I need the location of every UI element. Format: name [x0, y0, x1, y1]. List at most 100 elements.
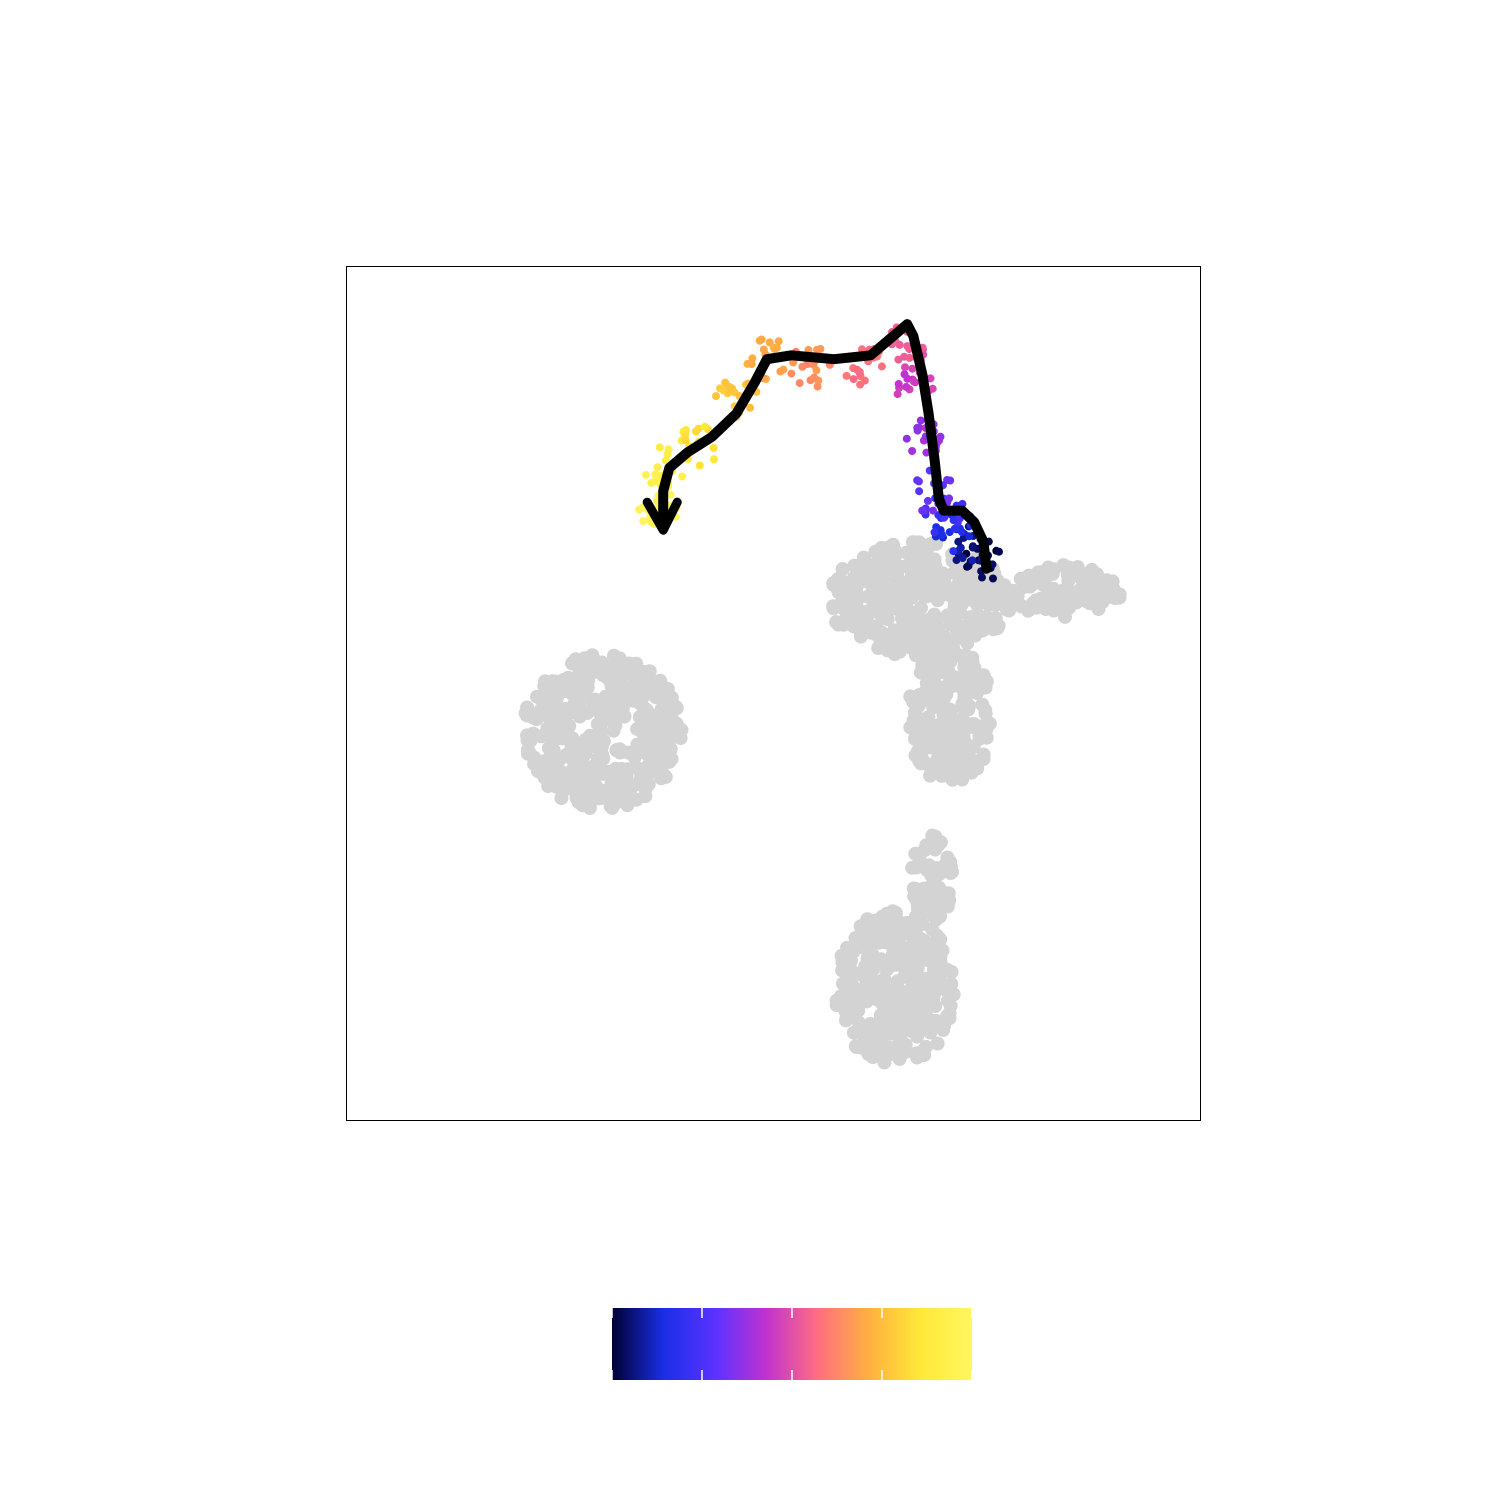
- background-point: [664, 752, 679, 767]
- highlighted-point: [694, 424, 703, 433]
- highlighted-point: [650, 477, 659, 486]
- background-point: [876, 550, 891, 565]
- background-point: [586, 699, 601, 714]
- background-point: [593, 765, 608, 779]
- background-point: [604, 774, 619, 789]
- background-point: [630, 737, 645, 752]
- background-point: [580, 680, 595, 695]
- background-point: [888, 580, 903, 595]
- background-point: [622, 656, 637, 671]
- highlighted-point: [813, 382, 822, 391]
- background-point: [616, 679, 631, 694]
- highlighted-point: [914, 477, 923, 486]
- background-point: [911, 1017, 926, 1032]
- background-point: [975, 623, 990, 638]
- background-point: [575, 798, 590, 813]
- background-point: [1104, 586, 1119, 601]
- background-point: [526, 726, 541, 741]
- background-point: [920, 838, 935, 853]
- highlighted-point: [666, 490, 675, 499]
- background-point: [549, 763, 564, 778]
- background-point: [873, 1031, 888, 1046]
- highlighted-point: [901, 363, 909, 372]
- background-point: [965, 593, 980, 608]
- background-point: [656, 699, 671, 714]
- highlighted-point: [810, 373, 819, 382]
- highlighted-point: [776, 367, 785, 376]
- highlighted-point: [895, 340, 904, 349]
- highlighted-point: [860, 376, 869, 385]
- background-point: [840, 608, 855, 623]
- background-point: [958, 716, 973, 730]
- highlighted-point: [923, 496, 932, 505]
- background-point: [925, 889, 940, 904]
- background-point: [924, 942, 939, 956]
- highlighted-point: [930, 528, 939, 537]
- background-point: [662, 714, 677, 729]
- background-point: [858, 959, 873, 974]
- background-point: [839, 1013, 853, 1028]
- background-point: [829, 615, 844, 630]
- background-point: [855, 566, 870, 581]
- trajectory-layer: [642, 319, 992, 574]
- background-point: [557, 679, 572, 694]
- background-point: [898, 1037, 913, 1052]
- background-points: [518, 535, 1127, 1070]
- highlighted-point: [709, 444, 718, 452]
- colorbar: [611, 1308, 973, 1380]
- background-point: [1034, 565, 1049, 580]
- highlighted-point: [893, 390, 902, 399]
- background-point: [950, 603, 965, 618]
- background-point: [848, 931, 863, 945]
- highlighted-point: [902, 382, 911, 391]
- background-point: [898, 963, 913, 978]
- background-point: [912, 754, 927, 769]
- background-point: [985, 592, 1000, 607]
- background-point: [840, 961, 854, 976]
- background-point: [832, 994, 847, 1008]
- background-point: [914, 983, 929, 998]
- background-point: [919, 676, 934, 691]
- background-point: [913, 731, 928, 746]
- highlighted-point: [787, 369, 796, 378]
- background-point: [877, 916, 892, 930]
- highlighted-point: [916, 416, 925, 425]
- background-point: [896, 622, 911, 637]
- background-point: [551, 731, 566, 745]
- colorbar-gradient: [612, 1308, 972, 1380]
- background-point: [924, 1013, 939, 1028]
- highlighted-point: [952, 556, 961, 565]
- background-point: [940, 610, 955, 625]
- background-point: [609, 762, 624, 777]
- highlighted-point: [915, 487, 924, 496]
- background-point: [895, 633, 910, 648]
- highlighted-point: [903, 374, 912, 383]
- background-point: [1045, 566, 1060, 581]
- background-point: [930, 1036, 945, 1051]
- highlighted-point: [905, 353, 914, 362]
- background-point: [830, 572, 845, 587]
- background-point: [922, 612, 937, 627]
- background-point: [518, 706, 533, 721]
- background-point: [963, 682, 978, 697]
- background-point: [987, 614, 1002, 629]
- background-point: [950, 589, 965, 604]
- background-point: [590, 785, 605, 800]
- background-point: [923, 1025, 938, 1040]
- background-point: [910, 960, 925, 975]
- highlighted-point: [770, 344, 779, 353]
- highlighted-point: [842, 371, 851, 380]
- background-point: [975, 697, 990, 712]
- background-point: [926, 991, 941, 1006]
- highlighted-point: [958, 554, 967, 563]
- plot-frame: [346, 266, 1201, 1121]
- highlighted-point: [813, 345, 821, 354]
- highlighted-point: [995, 547, 1003, 556]
- background-point: [917, 1048, 932, 1063]
- background-point: [944, 965, 959, 979]
- background-point: [610, 742, 625, 757]
- highlighted-point: [653, 463, 662, 472]
- highlighted-point: [894, 355, 903, 364]
- background-point: [905, 860, 920, 875]
- background-point: [546, 709, 561, 724]
